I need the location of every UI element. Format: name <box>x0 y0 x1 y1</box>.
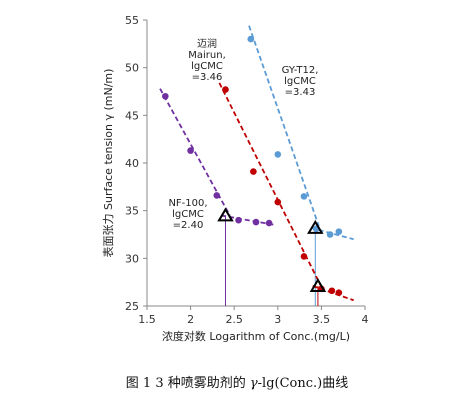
mairun-fit-line <box>312 285 354 302</box>
y-tick-labels: 25 30 35 40 45 50 55 <box>125 14 147 313</box>
y-tick-label: 40 <box>125 157 139 170</box>
nf-100-annotation-line: lgCMC <box>172 209 204 220</box>
nf-100-data-point <box>252 218 260 226</box>
nf-100-annotation: NF-100, lgCMC =2.40 <box>168 198 207 231</box>
y-axis-label: 表面张力 Surface tension γ (mN/m) <box>101 69 115 258</box>
gy-t12-cmc-marker <box>307 219 324 234</box>
x-tick-labels: 1.5 2 2.5 3 3.5 4 <box>138 306 369 326</box>
nf-100-data-point <box>162 92 169 100</box>
mairun-cmc-marker <box>309 278 327 292</box>
gy-t12-annotation: GY-T12, lgCMC =3.43 <box>282 65 319 98</box>
chart-axes <box>146 20 365 307</box>
cmc-markers <box>217 207 327 292</box>
mairun-data-point <box>250 168 257 175</box>
nf-100-data-point <box>235 216 242 224</box>
x-tick-label: 3 <box>274 313 281 326</box>
nf-100-annotation-line: NF-100, <box>168 198 207 209</box>
x-tick-label: 2 <box>187 313 194 326</box>
x-tick-label: 4 <box>362 313 369 326</box>
mairun-fit-line <box>218 82 323 288</box>
mairun-data-point <box>300 253 308 260</box>
y-tick-label: 45 <box>125 109 139 122</box>
nf-100-cmc-marker <box>217 207 234 222</box>
gy-t12-annotation-line: lgCMC <box>284 76 316 87</box>
mairun-data-point <box>274 198 282 206</box>
nf-100-annotation-line: =2.40 <box>173 220 204 231</box>
gy-t12-data-point <box>326 231 334 238</box>
mairun-annotation-line: Mairun, <box>188 50 226 61</box>
caption-suffix: -lg(Conc.)曲线 <box>258 376 349 391</box>
caption-symbol: γ <box>250 376 258 391</box>
nf-100-data-point <box>213 192 221 199</box>
x-tick-label: 2.5 <box>225 313 243 326</box>
y-tick-label: 30 <box>125 252 139 265</box>
caption-prefix: 图 1 3 种喷雾助剂的 <box>126 375 250 391</box>
mairun-annotation-line: =3.46 <box>192 72 223 83</box>
mairun-annotation-line: lgCMC <box>191 61 223 72</box>
gy-t12-fit-line <box>248 25 320 227</box>
y-tick-label: 50 <box>125 62 139 75</box>
y-tick-label: 25 <box>125 300 139 313</box>
nf-100-data-point <box>187 147 194 154</box>
y-tick-label: 55 <box>125 14 139 27</box>
mairun-data-point <box>335 289 343 296</box>
x-tick-label: 1.5 <box>138 313 156 326</box>
figure-caption: 图 1 3 种喷雾助剂的 γ-lg(Conc.)曲线 <box>126 375 348 391</box>
gy-t12-data-point <box>335 228 343 235</box>
gy-t12-data-point <box>247 35 255 43</box>
gy-t12-data-point <box>300 193 308 200</box>
cmc-drop-lines <box>224 215 319 306</box>
y-tick-label: 35 <box>125 205 139 218</box>
mairun-data-point <box>222 86 229 93</box>
mairun-annotation-line: 迈润 <box>197 37 217 50</box>
nf-100-data-point <box>265 219 273 227</box>
gy-t12-annotation-line: GY-T12, <box>282 65 319 76</box>
mairun-annotation: 迈润 Mairun, lgCMC =3.46 <box>188 37 226 83</box>
gy-t12-data-point <box>274 151 282 158</box>
x-tick-label: 3.5 <box>313 313 331 326</box>
fit-lines <box>159 25 354 302</box>
mairun-data-point <box>328 287 336 295</box>
x-axis-label: 浓度对数 Logarithm of Conc.(mg/L) <box>162 329 350 343</box>
gy-t12-fit-line <box>310 226 354 241</box>
gy-t12-annotation-line: =3.43 <box>285 87 316 98</box>
